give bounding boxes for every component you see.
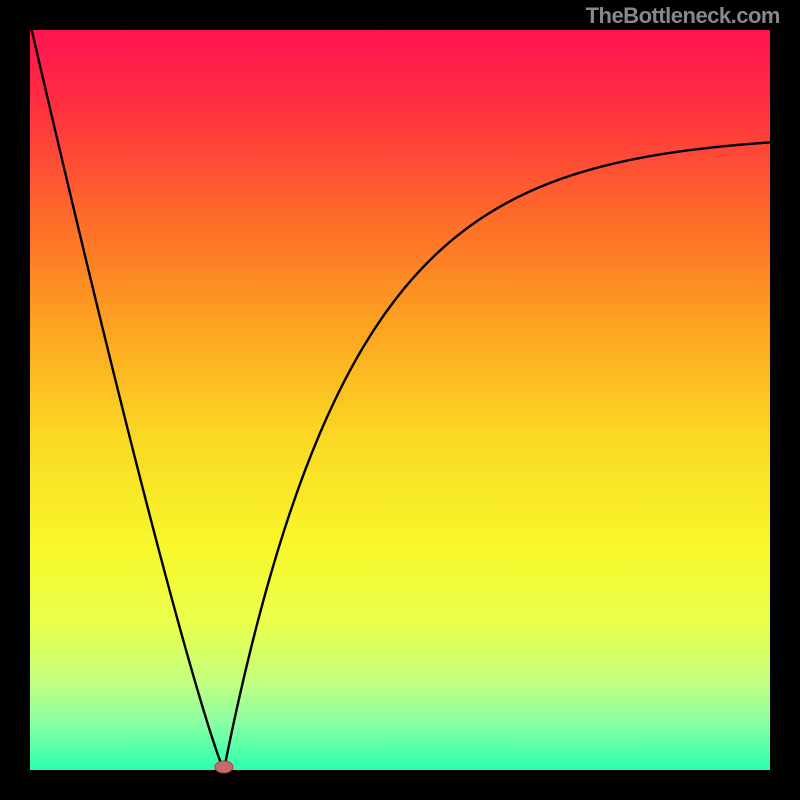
minimum-marker <box>215 761 233 773</box>
plot-background <box>30 30 770 770</box>
bottleneck-chart <box>0 0 800 800</box>
